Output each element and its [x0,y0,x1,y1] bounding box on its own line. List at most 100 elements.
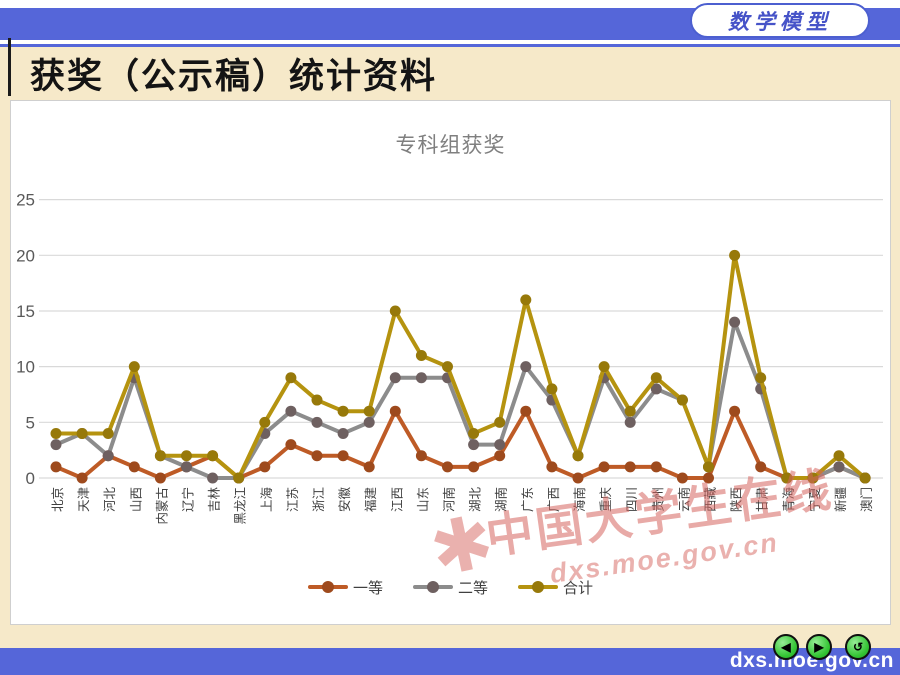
x-tick-label: 江西 [390,487,404,512]
page-title: 获奖（公示稿）统计资料 [30,57,438,96]
nav-back-button[interactable]: ◀ [773,634,799,660]
data-point-合计 [442,361,453,373]
data-point-合计 [729,249,741,261]
x-tick-label: 宁夏 [807,487,822,513]
data-point-一等 [76,472,88,484]
data-point-二等 [389,372,401,384]
data-point-一等 [468,461,480,473]
x-tick-label: 甘肃 [756,487,770,512]
data-point-一等 [624,461,636,473]
data-point-一等 [128,461,140,473]
data-point-一等 [703,472,714,484]
data-point-合计 [833,450,845,462]
data-point-二等 [181,461,192,473]
math-model-badge: 数学模型 [690,3,870,38]
chart-legend: 一等 二等 合计 [11,575,890,599]
x-tick-label: 安徽 [337,487,352,513]
data-point-合计 [624,405,636,417]
data-point-合计 [50,427,62,439]
data-point-一等 [285,439,297,451]
legend-item-一等: 一等 [307,577,383,598]
data-point-一等 [337,450,349,462]
data-point-一等 [363,461,375,473]
data-point-二等 [520,361,532,373]
y-tick-label: 0 [26,469,35,488]
legend-marker-icon [518,581,558,593]
data-point-合计 [520,294,532,306]
legend-label: 二等 [457,579,488,597]
data-point-一等 [755,461,767,473]
data-point-一等 [259,461,271,473]
x-tick-label: 内蒙古 [154,487,169,525]
data-point-一等 [389,405,401,417]
legend-marker-icon [412,581,453,593]
legend-label: 合计 [563,579,594,597]
nav-buttons: ◀ ▶ ↺ [0,634,900,662]
x-tick-label: 贵州 [651,487,665,512]
legend-item-合计: 合计 [518,577,593,598]
data-point-一等 [311,450,323,462]
data-point-二等 [311,416,323,428]
data-point-合计 [807,472,819,484]
data-point-合计 [676,394,688,406]
x-tick-label: 浙江 [311,487,326,512]
data-point-合计 [259,416,271,428]
data-point-合计 [207,450,219,462]
data-point-合计 [363,405,375,417]
data-point-合计 [755,372,767,384]
x-tick-label: 澳门 [859,487,874,512]
data-point-二等 [285,405,297,417]
x-tick-label: 天津 [77,487,91,512]
legend-item-二等: 二等 [412,577,488,598]
x-tick-label: 云南 [676,487,691,512]
data-point-合计 [181,450,192,462]
x-tick-label: 海南 [572,487,587,512]
data-point-一等 [676,472,688,484]
y-tick-label: 20 [16,246,35,265]
y-tick-label: 15 [16,302,35,321]
data-point-二等 [650,383,662,395]
data-point-二等 [833,461,845,473]
data-point-一等 [494,450,506,462]
data-point-一等 [546,461,558,473]
series-line-一等 [54,409,868,480]
x-tick-label: 北京 [51,487,65,512]
data-point-合计 [102,427,114,439]
line-chart: 0 5 10 15 20 25 北京 天津 河北 山西 内蒙古 辽宁 吉林 黑龙江 上海 江苏 浙江 安徽 福建 江西… [16,191,883,525]
x-tick-label: 上海 [259,487,274,513]
x-tick-label: 福建 [363,487,378,513]
data-point-一等 [154,472,166,484]
data-point-二等 [102,450,114,462]
data-point-合计 [285,372,297,384]
data-point-二等 [729,316,741,328]
data-point-合计 [859,472,871,484]
x-tick-label: 四川 [625,487,639,512]
y-tick-label: 25 [16,191,35,210]
nav-forward-button[interactable]: ▶ [806,634,832,660]
data-point-二等 [415,372,427,384]
x-tick-label: 湖南 [494,487,509,512]
x-tick-label: 江苏 [285,487,300,512]
x-tick-label: 广西 [547,487,561,512]
data-point-合计 [703,461,714,473]
data-point-一等 [598,461,610,473]
data-point-一等 [650,461,662,473]
x-tick-label: 河南 [442,487,457,512]
x-tick-label: 湖北 [468,487,483,513]
data-point-合计 [311,394,323,406]
title-accent-bar [8,38,11,96]
data-point-二等 [50,439,62,451]
data-point-一等 [50,461,62,473]
nav-return-button[interactable]: ↺ [845,634,871,660]
data-point-二等 [207,472,219,484]
data-point-二等 [363,416,375,428]
data-point-合计 [128,361,140,373]
x-tick-label: 河北 [103,487,117,513]
x-tick-label: 辽宁 [181,487,196,512]
data-point-二等 [494,439,506,451]
data-point-二等 [468,439,480,451]
data-point-合计 [233,472,245,484]
data-point-合计 [546,383,558,395]
x-tick-label: 广东 [521,487,535,512]
